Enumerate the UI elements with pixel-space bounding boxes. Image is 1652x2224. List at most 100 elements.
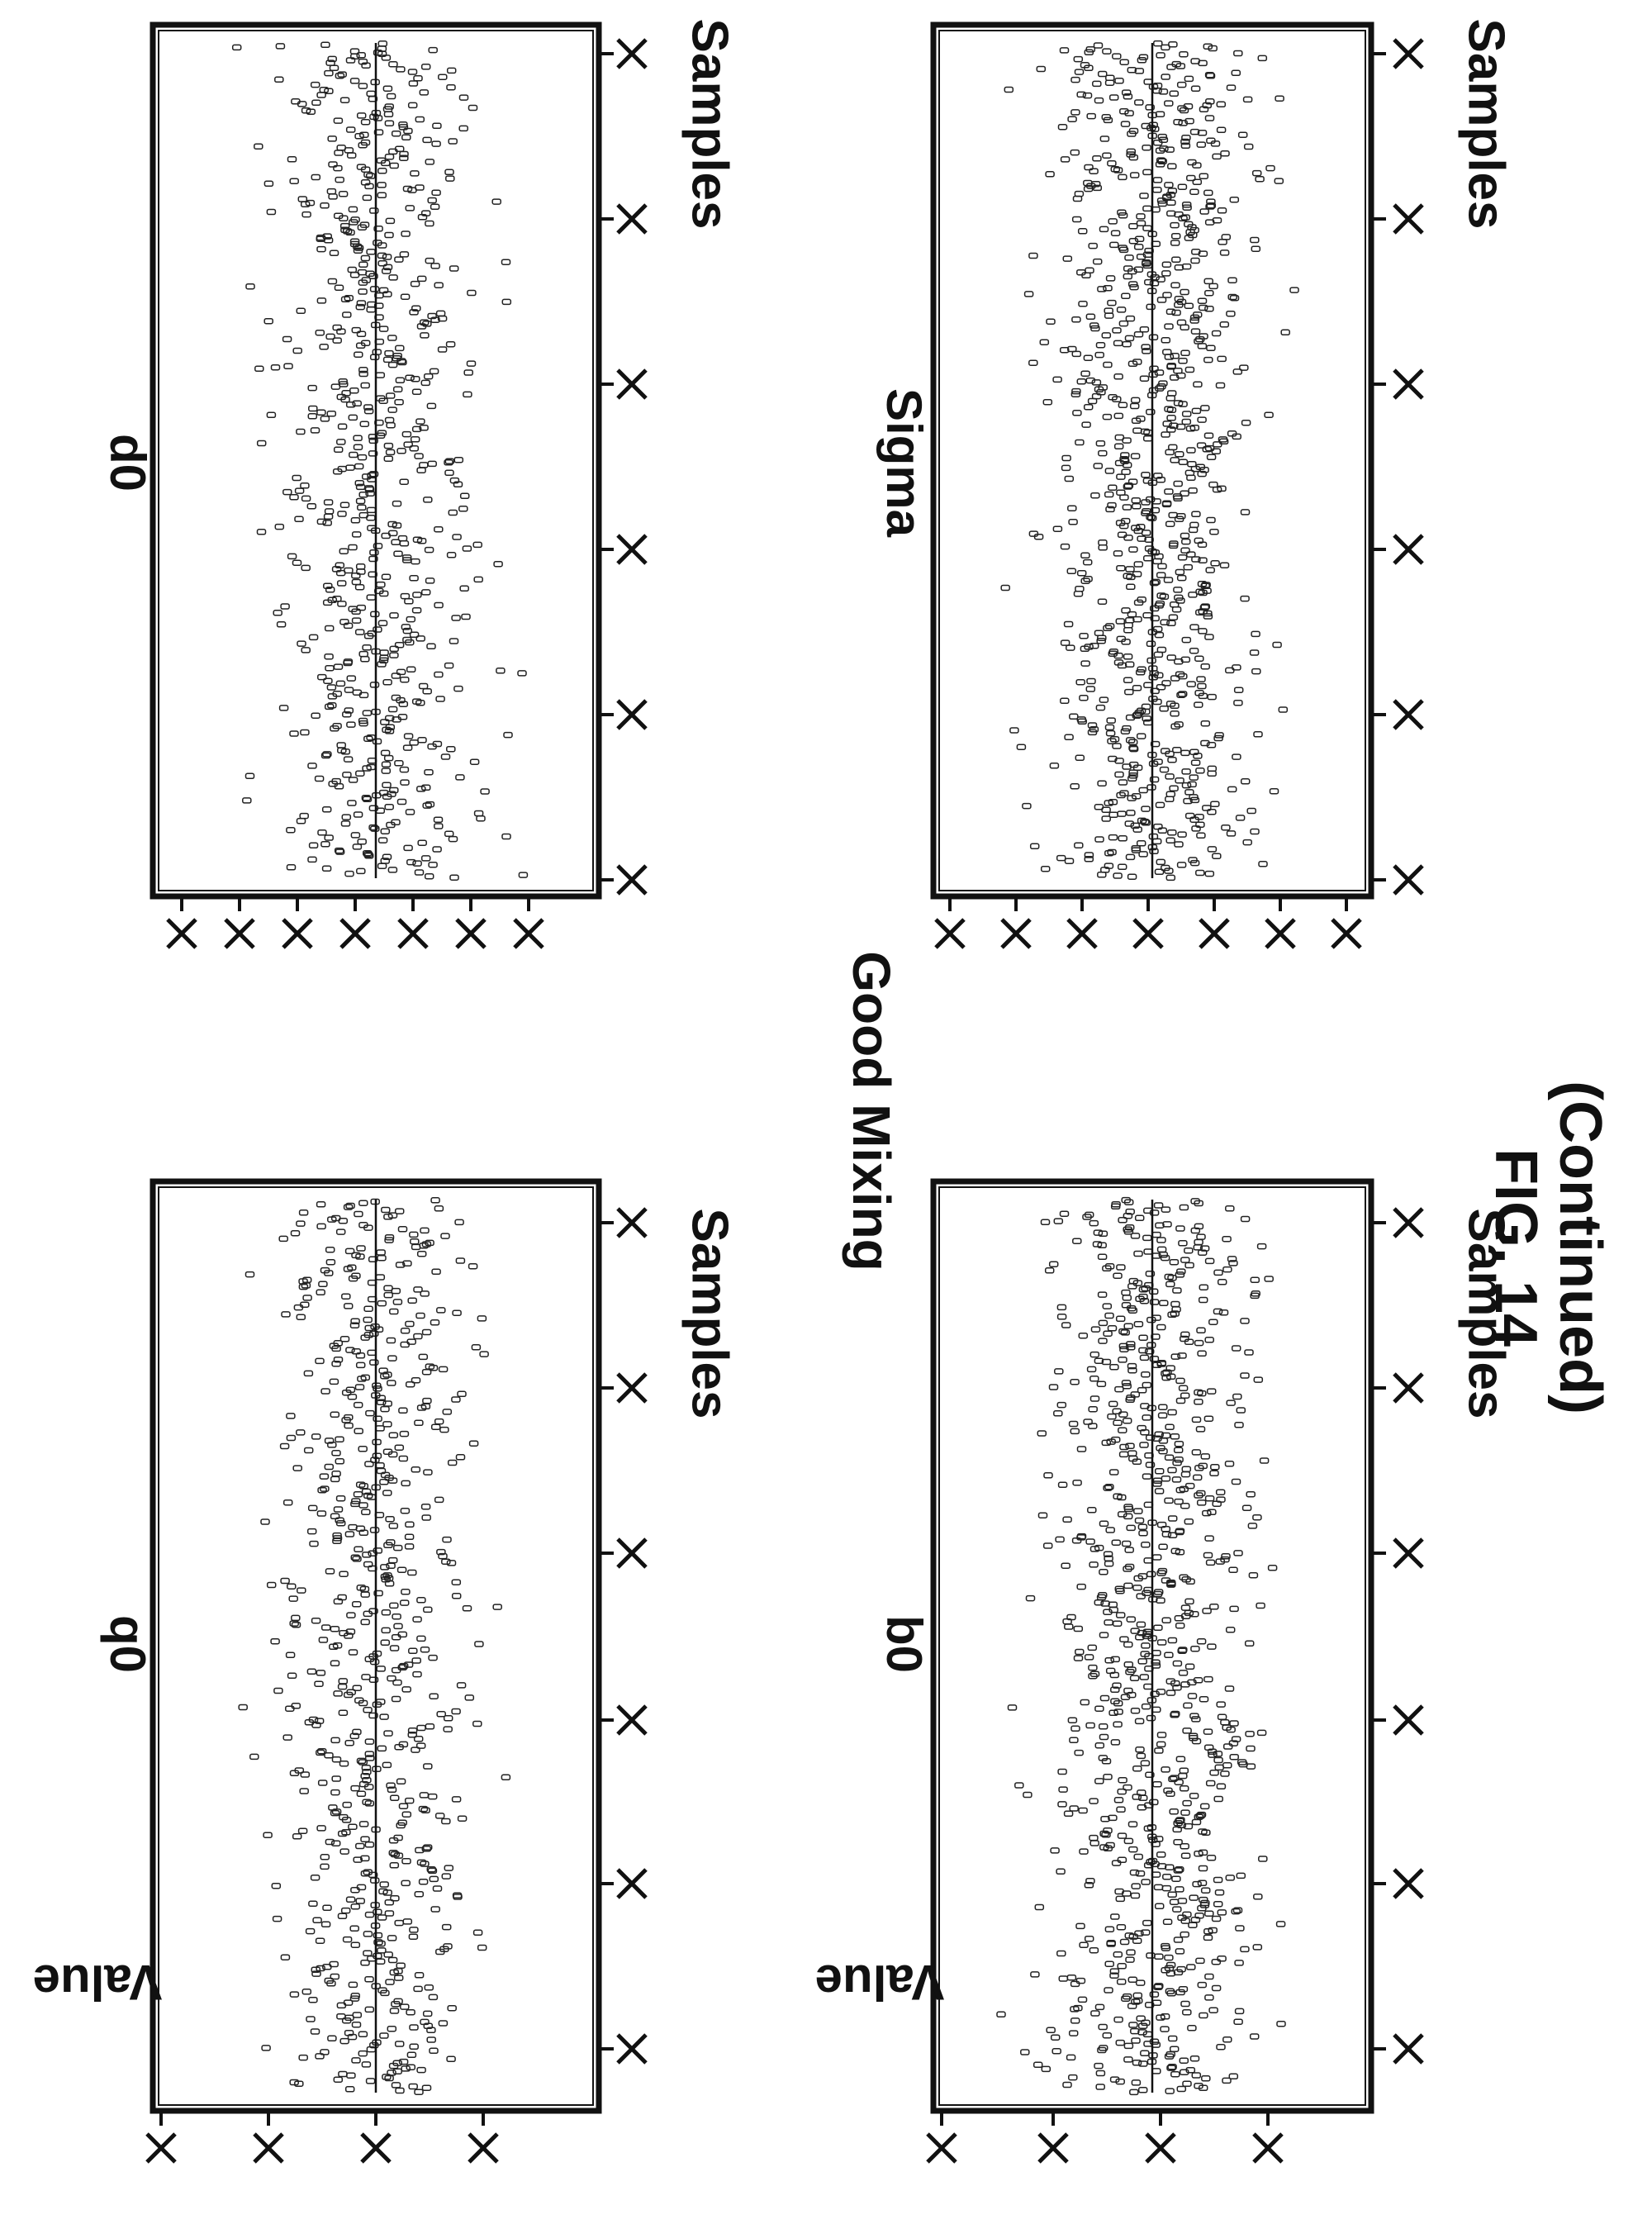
sample-point xyxy=(1167,163,1177,170)
sample-point xyxy=(1141,1542,1151,1548)
sample-point xyxy=(1240,1215,1251,1223)
sample-point xyxy=(1104,1926,1115,1932)
sample-point xyxy=(297,1827,308,1834)
sample-point xyxy=(415,418,425,425)
sample-point xyxy=(307,763,317,769)
sample-point xyxy=(1167,1532,1178,1539)
sample-point xyxy=(1039,339,1050,345)
sample-point xyxy=(316,245,326,253)
sample-point xyxy=(1064,858,1075,864)
sample-point xyxy=(326,410,337,417)
sample-point xyxy=(1235,1925,1245,1932)
sample-point xyxy=(1116,1806,1126,1813)
sample-point xyxy=(1195,609,1205,616)
sample-point xyxy=(362,1768,372,1775)
sample-point xyxy=(438,1366,449,1373)
sample-point xyxy=(1138,1334,1148,1341)
sample-point xyxy=(420,1503,431,1510)
sample-point xyxy=(333,1340,344,1347)
sample-point xyxy=(396,798,407,805)
sample-point xyxy=(1167,1515,1178,1522)
plot-frame-inner xyxy=(938,30,1366,891)
sample-point xyxy=(358,1483,369,1490)
sample-point xyxy=(364,1461,374,1467)
sample-point xyxy=(348,1649,358,1656)
sample-point xyxy=(1198,1296,1208,1304)
sample-point xyxy=(1194,1223,1204,1230)
sample-point xyxy=(1179,1485,1189,1493)
sample-point xyxy=(1168,444,1178,451)
sample-point xyxy=(1136,213,1146,220)
sample-point xyxy=(1202,805,1212,811)
sample-point xyxy=(1265,164,1275,172)
sample-point xyxy=(1081,421,1091,428)
sample-point xyxy=(352,1685,363,1691)
sample-point xyxy=(1133,1508,1143,1514)
y-tick-label xyxy=(1199,918,1230,949)
sample-point xyxy=(1227,277,1237,283)
sample-point xyxy=(435,696,445,702)
sample-point xyxy=(372,349,382,355)
x-tick-label xyxy=(616,699,648,730)
sample-point xyxy=(424,872,434,880)
sample-point xyxy=(1167,1891,1177,1898)
sample-point xyxy=(1166,406,1177,413)
sample-point xyxy=(409,309,419,316)
sample-point xyxy=(1140,818,1150,825)
sample-point xyxy=(1234,1960,1244,1966)
sample-point xyxy=(1149,1991,1160,1998)
sample-point xyxy=(384,349,394,357)
sample-point xyxy=(425,159,435,165)
sample-point xyxy=(358,261,368,268)
sample-point xyxy=(1094,1705,1104,1712)
sample-point xyxy=(1189,624,1199,630)
sample-point xyxy=(1108,1400,1118,1408)
sample-point xyxy=(322,233,332,240)
sample-point xyxy=(429,2047,439,2055)
sample-point xyxy=(1110,1686,1120,1694)
sample-point xyxy=(1165,837,1175,844)
sample-point xyxy=(434,282,444,288)
sample-point xyxy=(1166,415,1176,421)
sample-point xyxy=(1168,614,1179,620)
sample-point xyxy=(438,74,448,80)
sample-point xyxy=(405,205,415,211)
sample-point xyxy=(1099,1520,1109,1528)
sample-point xyxy=(1208,1927,1218,1934)
sample-point xyxy=(1020,2049,1030,2055)
sample-point xyxy=(317,1780,328,1786)
sample-point xyxy=(473,810,484,817)
sample-point xyxy=(331,1471,341,1477)
sample-point xyxy=(1123,677,1133,684)
sample-point xyxy=(1234,1422,1244,1428)
sample-point xyxy=(1119,59,1129,65)
sample-point xyxy=(1231,1736,1241,1742)
x-tick-label xyxy=(1393,1868,1424,1899)
sample-point xyxy=(1064,734,1074,741)
sample-point xyxy=(1043,1472,1053,1479)
sample-point xyxy=(1158,88,1169,95)
sample-point xyxy=(282,488,292,496)
sample-point xyxy=(1124,688,1134,696)
sample-point xyxy=(1061,1322,1071,1328)
sample-point xyxy=(349,1925,359,1932)
sample-point xyxy=(1232,664,1241,671)
sample-point xyxy=(1124,1932,1135,1939)
sample-point xyxy=(303,1447,314,1454)
sample-point xyxy=(1144,1348,1155,1355)
sample-point xyxy=(1191,556,1201,563)
sample-point xyxy=(344,1739,354,1746)
sample-point xyxy=(1036,65,1047,73)
sample-point xyxy=(350,832,361,839)
sample-point xyxy=(320,1854,330,1860)
sample-point xyxy=(1066,1613,1076,1621)
sample-point xyxy=(1145,1434,1156,1441)
sample-point xyxy=(1166,2065,1176,2071)
sample-point xyxy=(389,1645,400,1651)
sample-point xyxy=(1278,706,1289,713)
sample-point xyxy=(1098,539,1108,546)
sample-point xyxy=(377,40,388,47)
sample-point xyxy=(444,169,454,176)
sample-point xyxy=(1164,100,1174,107)
sample-point xyxy=(343,1999,354,2006)
